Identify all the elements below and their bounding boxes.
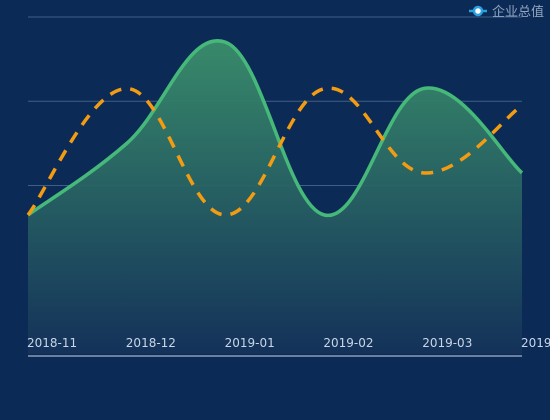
x-axis-labels: 2018-11 2018-12 2019-01 2019-02 2019-03 2019 <box>27 336 550 350</box>
series-line-dashed <box>26 86 524 217</box>
x-tick-label: 2019 <box>521 336 550 350</box>
x-tick-label: 2019-03 <box>422 336 472 350</box>
legend[interactable]: 企业总值 <box>469 4 544 20</box>
legend-label-enterprise-value: 企业总值 <box>492 4 544 20</box>
series-area-fill <box>28 40 522 354</box>
x-tick-label: 2018-12 <box>126 336 176 350</box>
x-tick-label: 2019-02 <box>323 336 373 350</box>
x-tick-label: 2019-01 <box>225 336 275 350</box>
legend-marker-dot <box>472 5 484 17</box>
x-tick-label: 2018-11 <box>27 336 77 350</box>
